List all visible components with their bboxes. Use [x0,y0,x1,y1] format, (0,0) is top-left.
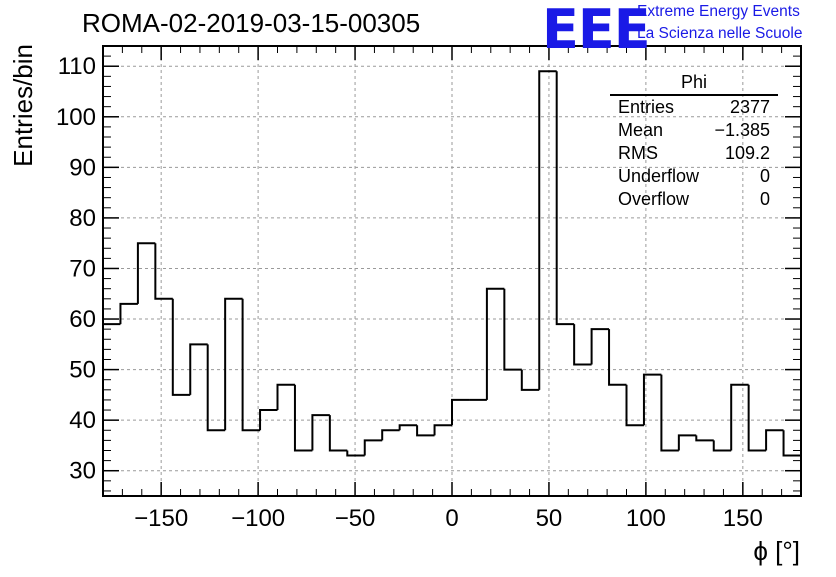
stats-label: RMS [618,143,658,163]
y-axis-label: Entries/bin [8,44,38,167]
x-tick-label: 0 [445,505,458,532]
stats-label: Mean [618,120,664,140]
x-axis-label: ϕ [°] [753,536,800,566]
y-tick-label: 70 [69,255,96,282]
plot-title: ROMA-02-2019-03-15-00305 [82,8,421,38]
stats-value: 2377 [729,97,770,117]
x-tick-label: 100 [626,505,666,532]
y-tick-label: 50 [69,357,96,384]
histogram-bin [346,450,365,457]
histogram-bin [642,373,662,426]
histogram-bin [171,298,191,396]
y-tick-label: 110 [58,53,96,80]
histogram-bin [293,384,313,452]
x-tick-label: 150 [723,505,763,532]
histogram-bin [677,434,697,451]
logo-subtitle-line1: Extreme Energy Events [637,3,800,20]
histogram-bin [765,429,784,451]
histogram-bin [608,329,627,386]
histogram-bin [712,440,732,452]
histogram-bin [538,70,557,390]
histogram-bin [503,288,522,371]
histogram-bin [451,398,470,426]
histogram-bin [782,430,801,457]
logo-subtitle-line2: La Scienza nelle Scuole [637,25,803,42]
y-tick-label: 90 [69,154,96,181]
y-tick-label: 60 [69,306,96,333]
histogram-bin [328,415,348,452]
stats-row-underflow: Underflow 0 [610,165,778,188]
histogram-bin [573,324,592,366]
stats-value: 109.2 [724,143,770,163]
stats-row-rms: RMS 109.2 [610,142,778,165]
stats-label: Overflow [618,189,690,209]
histogram-bin [695,435,714,442]
histogram-bin [189,343,208,395]
stats-label: Underflow [618,166,700,186]
histogram-bin [241,298,261,432]
histogram-bin [625,384,644,427]
histogram-bin [730,383,749,451]
stats-row-overflow: Overflow 0 [610,188,778,211]
x-tick-label: −50 [335,505,376,532]
stats-value: 0 [759,189,770,209]
stats-title: Phi [610,72,778,96]
histogram-bin [276,383,295,411]
histogram-bin [224,297,243,431]
stats-value: −1.385 [714,120,770,140]
histogram-bin [119,302,138,325]
stats-row-mean: Mean −1.385 [610,119,778,142]
eee-logo: EEE [542,0,651,61]
x-tick-label: 50 [536,505,563,532]
histogram-bin [259,409,278,431]
x-tick-label: −150 [134,505,188,532]
histogram-bin [747,384,767,452]
y-tick-label: 100 [56,104,96,131]
histogram-bin [206,344,226,432]
histogram-bin [363,439,383,456]
histogram-bin [311,414,330,451]
y-tick-label: 40 [69,407,96,434]
stats-value: 0 [759,166,770,186]
histogram-bin [485,287,505,400]
histogram-bin [398,424,418,431]
y-tick-label: 80 [69,205,96,232]
x-tick-label: −100 [231,505,285,532]
histogram-bin [433,424,452,436]
histogram-bin [381,429,400,441]
histogram-bin [555,71,575,326]
histogram-bin [520,369,540,391]
histogram-bin [416,425,435,437]
y-tick-label: 30 [69,458,96,485]
stats-row-entries: Entries 2377 [610,96,778,119]
histogram-bin [660,374,679,452]
histogram-bin [136,242,156,304]
histogram-bin [154,243,173,300]
stats-box: Phi Entries 2377 Mean −1.385 RMS 109.2 U… [610,72,778,211]
histogram-bin [590,328,610,365]
stats-label: Entries [618,97,675,117]
